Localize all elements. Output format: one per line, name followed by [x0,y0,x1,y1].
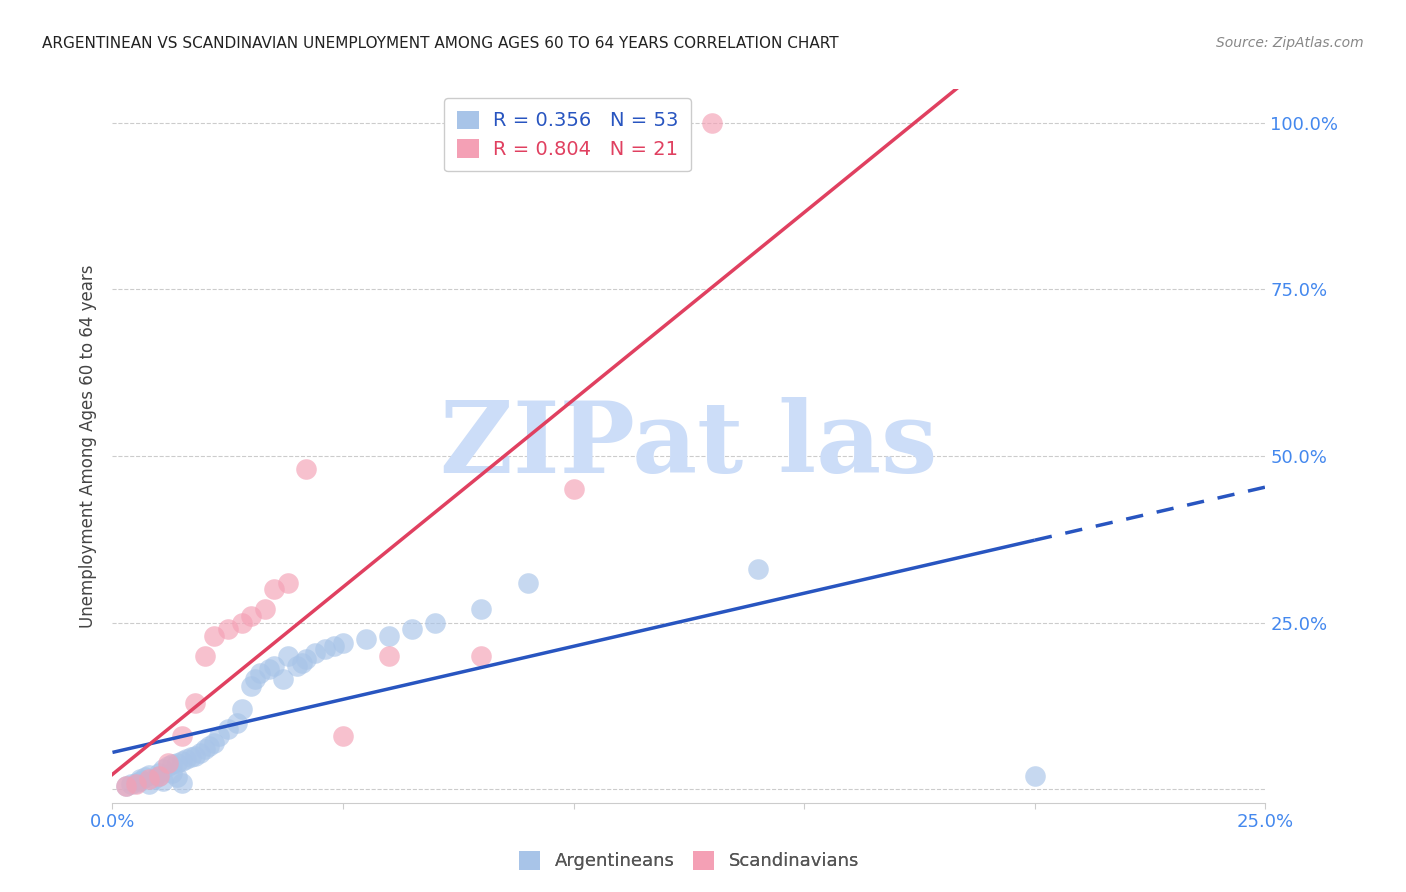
Point [253,602,276,616]
Point [259,662,281,676]
Point [148,769,170,783]
Point [263,582,285,597]
Point [124,776,146,790]
Point [747,562,769,576]
Point [249,665,271,680]
Point [152,774,174,789]
Point [156,759,179,773]
Point [138,768,160,782]
Point [322,639,344,653]
Point [166,771,188,785]
Point [562,483,585,497]
Point [295,652,318,666]
Point [470,649,492,664]
Point [378,629,401,643]
Point [170,729,193,743]
Point [290,656,312,670]
Point [378,649,401,664]
Point [314,642,336,657]
Point [152,763,174,777]
Point [134,771,156,785]
Point [304,646,326,660]
Point [148,765,170,780]
Y-axis label: Unemployment Among Ages 60 to 64 years: Unemployment Among Ages 60 to 64 years [79,264,97,628]
Point [207,729,229,743]
Text: ZIPat las: ZIPat las [440,398,938,494]
Point [162,765,184,780]
Point [194,649,217,664]
Point [239,609,262,624]
Point [129,774,152,789]
Point [188,746,211,760]
Point [277,649,299,664]
Point [184,696,207,710]
Point [194,742,217,756]
Point [170,776,193,790]
Point [700,115,723,129]
Point [180,750,202,764]
Point [198,739,221,753]
Point [166,756,188,770]
Point [120,777,142,791]
Point [401,623,423,637]
Point [332,729,354,743]
Point [425,615,447,630]
Point [217,723,239,737]
Point [138,772,160,787]
Point [239,679,262,693]
Point [354,632,377,647]
Text: Source: ZipAtlas.com: Source: ZipAtlas.com [1216,36,1364,50]
Point [231,702,253,716]
Point [295,462,318,476]
Point [271,673,294,687]
Point [516,575,538,590]
Point [245,673,267,687]
Point [202,629,225,643]
Legend: Argentineans, Scandinavians: Argentineans, Scandinavians [509,842,869,880]
Point [285,659,308,673]
Point [174,752,197,766]
Text: ARGENTINEAN VS SCANDINAVIAN UNEMPLOYMENT AMONG AGES 60 TO 64 YEARS CORRELATION C: ARGENTINEAN VS SCANDINAVIAN UNEMPLOYMENT… [42,36,839,51]
Point [1024,769,1046,783]
Point [470,602,492,616]
Point [162,757,184,772]
Point [263,659,285,673]
Point [231,615,253,630]
Point [217,623,239,637]
Point [202,736,225,750]
Point [143,772,166,787]
Point [156,756,179,770]
Point [124,777,146,791]
Point [138,777,160,791]
Point [226,715,249,730]
Point [277,575,299,590]
Point [115,779,138,793]
Point [129,772,152,787]
Point [332,636,354,650]
Point [115,779,138,793]
Point [170,755,193,769]
Point [184,749,207,764]
Point [148,769,170,783]
